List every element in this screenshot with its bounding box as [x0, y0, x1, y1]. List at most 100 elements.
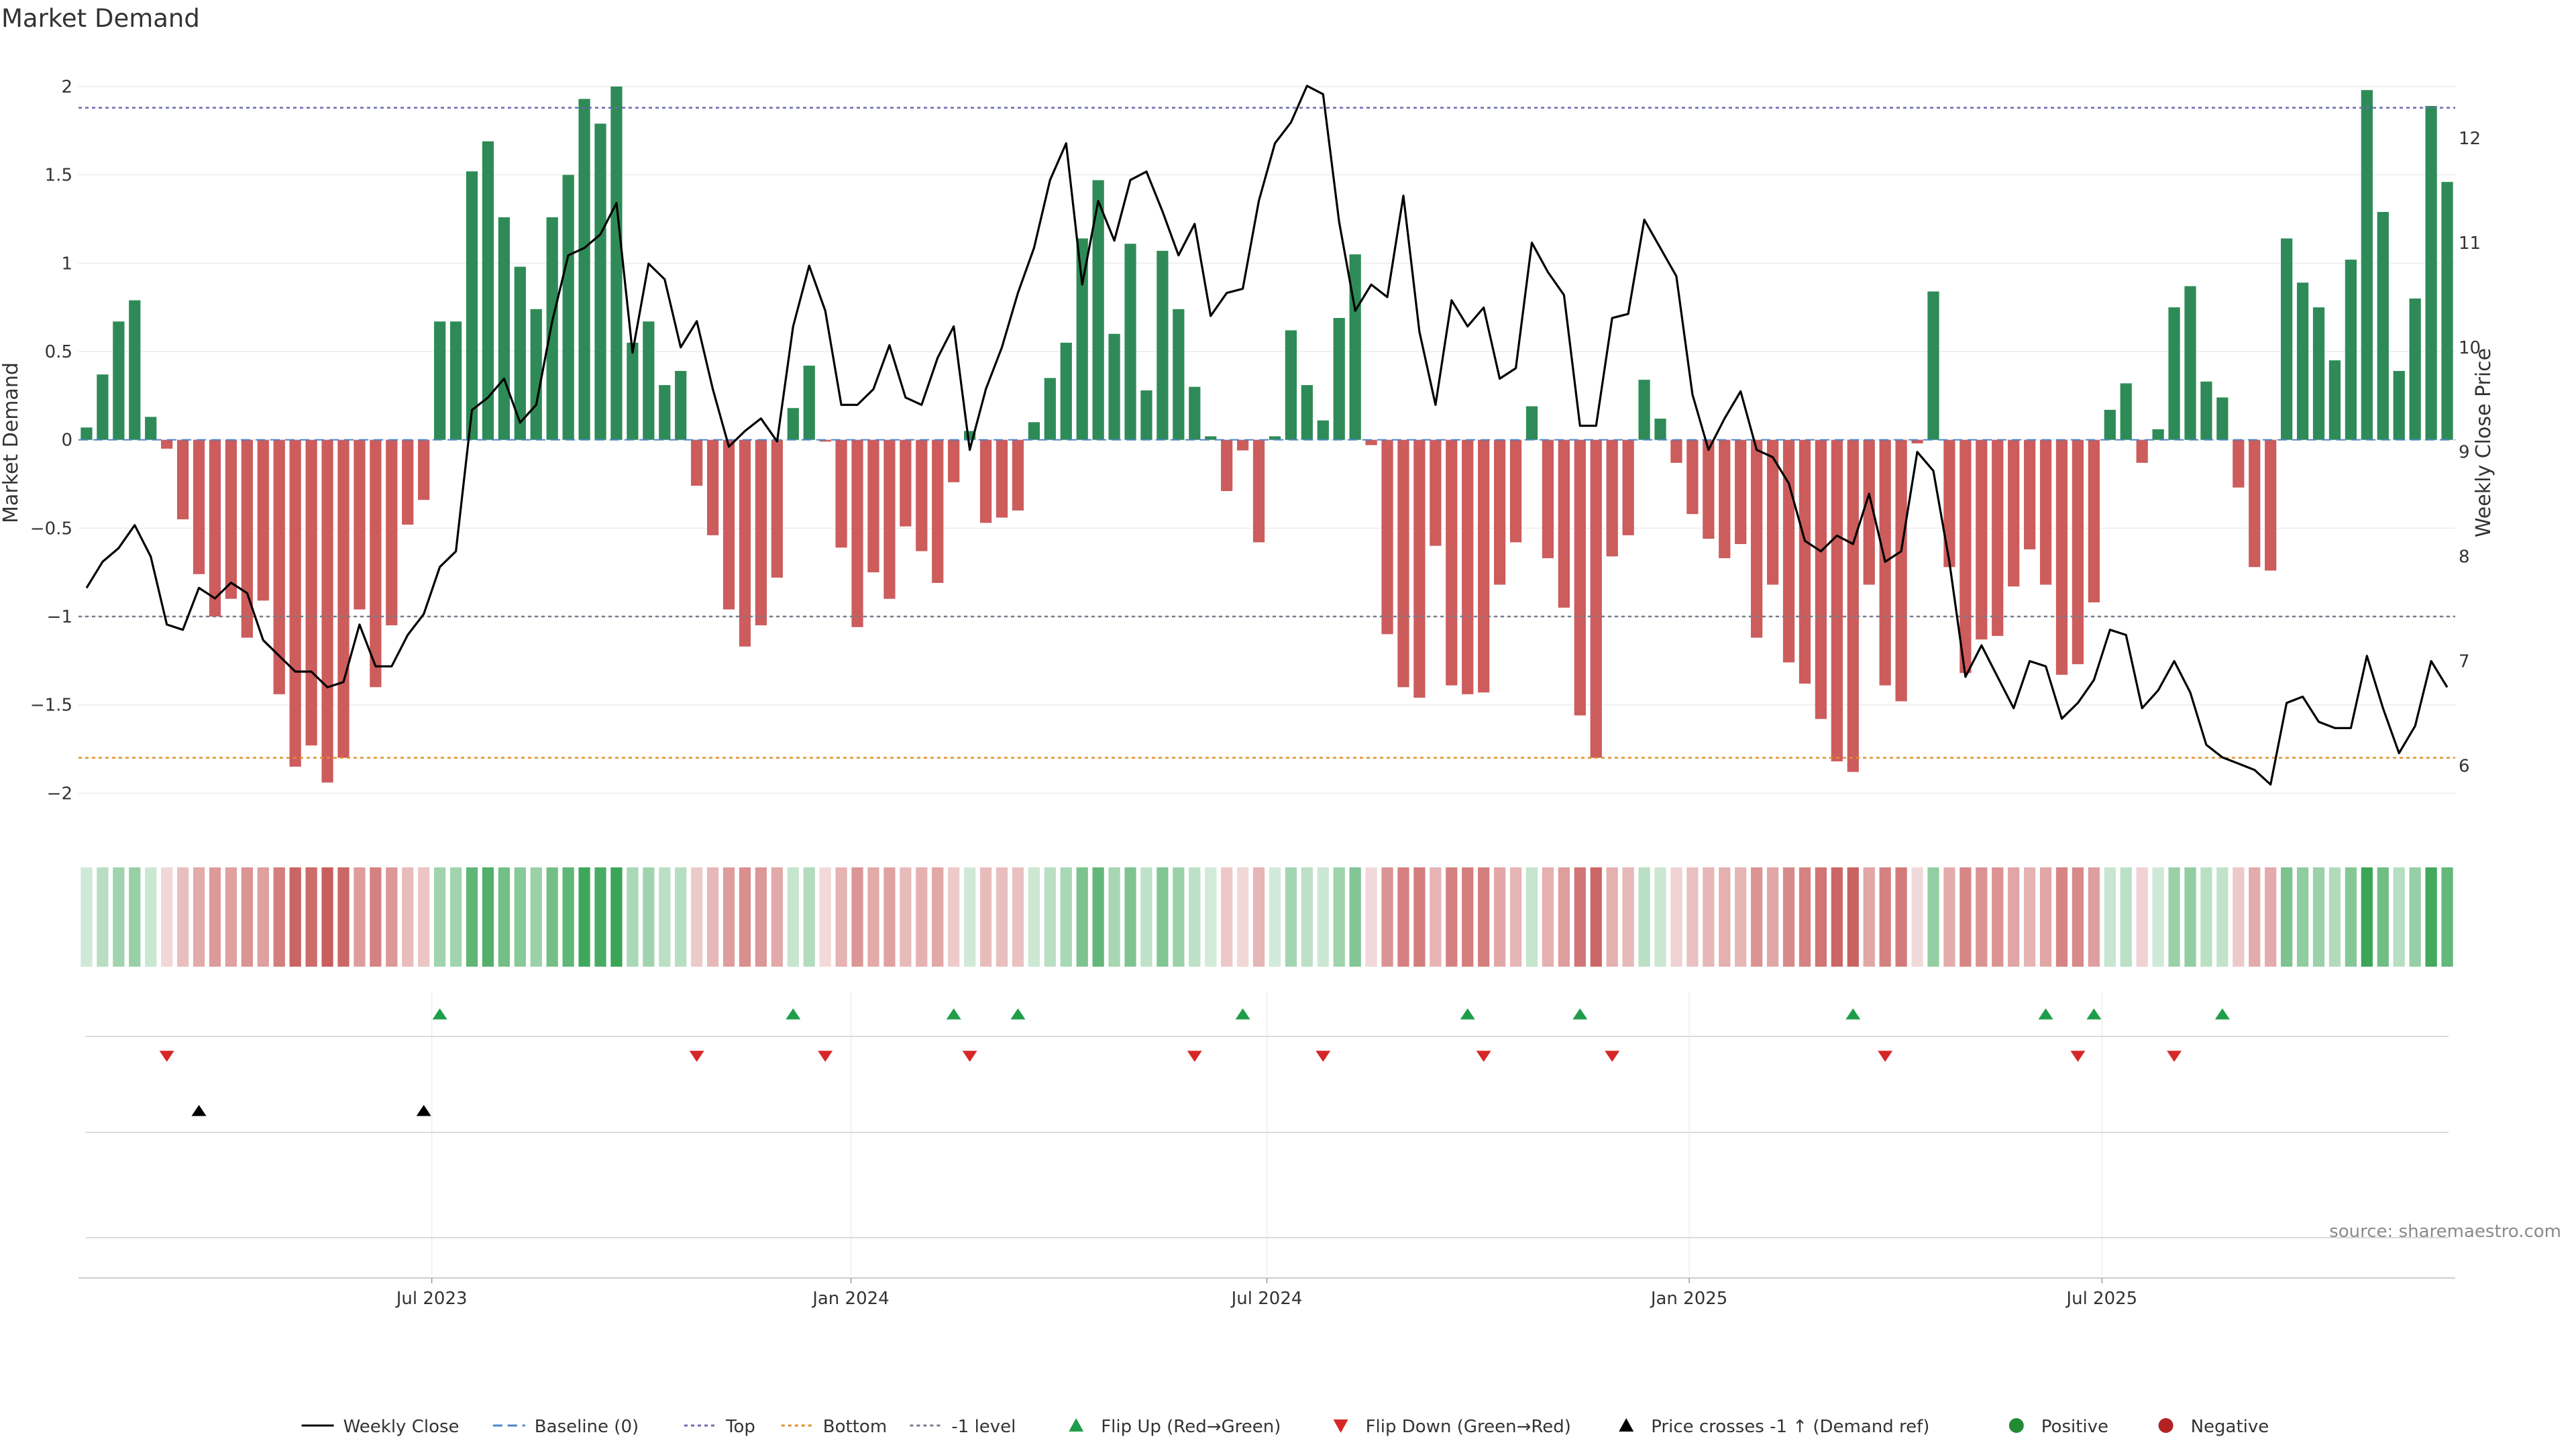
demand-bar	[2039, 439, 2052, 585]
demand-bar	[803, 366, 815, 440]
demand-bar	[1365, 439, 1377, 445]
demand-bar	[2072, 439, 2084, 665]
demand-bar	[1301, 385, 1313, 440]
legend-label: Weekly Close	[343, 1417, 460, 1437]
flip-up-marker	[432, 1008, 447, 1020]
demand-bar	[932, 439, 944, 583]
strip-cell	[979, 867, 992, 967]
strip-cell	[691, 867, 703, 967]
strip-cell	[1831, 867, 1843, 967]
demand-bar	[1782, 439, 1795, 663]
demand-bar	[1221, 439, 1233, 492]
flip-down-marker	[2167, 1051, 2182, 1062]
strip-cell	[1173, 867, 1185, 967]
strip-cell	[2136, 867, 2148, 967]
demand-bar	[675, 370, 687, 440]
event-markers	[86, 1008, 2449, 1238]
legend-item: Negative	[2158, 1417, 2269, 1437]
demand-bar	[2104, 409, 2116, 440]
demand-bar	[530, 309, 542, 440]
y-tick-label-left: 0	[61, 431, 72, 451]
demand-bar	[2216, 397, 2229, 440]
strip-cell	[1606, 867, 1618, 967]
y-tick-label-right: 12	[2459, 129, 2481, 149]
demand-bars	[80, 87, 2453, 783]
strip-cell	[1895, 867, 1907, 967]
strip-cell	[337, 867, 350, 967]
demand-bar	[867, 439, 879, 573]
y-tick-label-right: 9	[2459, 443, 2470, 463]
demand-bar	[449, 321, 462, 440]
demand-bar	[1606, 439, 1618, 557]
strip-cell	[1976, 867, 1988, 967]
strip-cell	[1092, 867, 1104, 967]
demand-bar	[257, 439, 269, 601]
y-tick-label-left: −2	[47, 784, 72, 804]
strip-cell	[1927, 867, 1939, 967]
strip-cell	[1205, 867, 1217, 967]
legend-label: Price crosses -1 ↑ (Demand ref)	[1651, 1417, 1929, 1437]
strip-cell	[2200, 867, 2212, 967]
demand-bar	[2409, 299, 2421, 440]
strip-cell	[1413, 867, 1426, 967]
triangle-down-icon	[1333, 1419, 1348, 1433]
strip-cell	[948, 867, 960, 967]
legend-item: Positive	[2008, 1417, 2108, 1437]
demand-bar	[546, 217, 558, 440]
strip-cell	[2023, 867, 2036, 967]
demand-bar	[1847, 439, 1859, 772]
demand-bar	[386, 439, 398, 626]
strip-cell	[867, 867, 879, 967]
demand-bar	[1236, 439, 1249, 451]
demand-bar	[97, 374, 109, 440]
strip-cell	[1076, 867, 1088, 967]
strip-cell	[835, 867, 847, 967]
demand-bar	[2023, 439, 2036, 549]
demand-bar	[305, 439, 317, 746]
strip-cell	[402, 867, 414, 967]
demand-bar	[2233, 439, 2245, 488]
demand-bar	[2152, 429, 2164, 440]
demand-bar	[2184, 286, 2196, 440]
strip-cell	[370, 867, 382, 967]
legend-item: Weekly Close	[301, 1417, 460, 1437]
flip-down-marker	[1605, 1051, 1620, 1062]
flip-up-marker	[2038, 1008, 2053, 1020]
source-credit: source: sharemaestro.com	[2329, 1222, 2561, 1242]
demand-bar	[1349, 254, 1361, 440]
strip-cell	[996, 867, 1008, 967]
strip-cell	[2039, 867, 2052, 967]
x-tick-label: Jul 2025	[2065, 1289, 2137, 1309]
demand-bar	[1140, 390, 1152, 440]
legend-item: -1 level	[910, 1417, 1016, 1437]
strip-cell	[1012, 867, 1024, 967]
demand-bar	[1028, 422, 1040, 440]
strip-cell	[627, 867, 639, 967]
demand-bar	[1462, 439, 1474, 694]
demand-bar	[1863, 439, 1875, 585]
y-tick-label-right: 8	[2459, 547, 2470, 568]
strip-cell	[530, 867, 542, 967]
strip-cell	[2008, 867, 2020, 967]
flip-down-marker	[1476, 1051, 1491, 1062]
demand-bar	[2055, 439, 2068, 675]
demand-bar	[1960, 439, 1972, 674]
strip-cell	[1590, 867, 1602, 967]
demand-bar	[289, 439, 301, 767]
demand-bar	[1992, 439, 2004, 636]
demand-bar	[2008, 439, 2020, 587]
strip-cell	[1815, 867, 1827, 967]
demand-bar	[1397, 439, 1409, 688]
strip-cell	[722, 867, 735, 967]
demand-bar	[1976, 439, 1988, 640]
demand-bar	[1943, 439, 1955, 568]
strip-cell	[145, 867, 157, 967]
strip-cell	[787, 867, 799, 967]
demand-bar	[578, 99, 590, 440]
legend-label: Flip Down (Green→Red)	[1366, 1417, 1571, 1437]
strip-cell	[675, 867, 687, 967]
strip-cell	[610, 867, 623, 967]
strip-cell	[2328, 867, 2341, 967]
strip-cell	[1060, 867, 1072, 967]
strip-cell	[964, 867, 976, 967]
